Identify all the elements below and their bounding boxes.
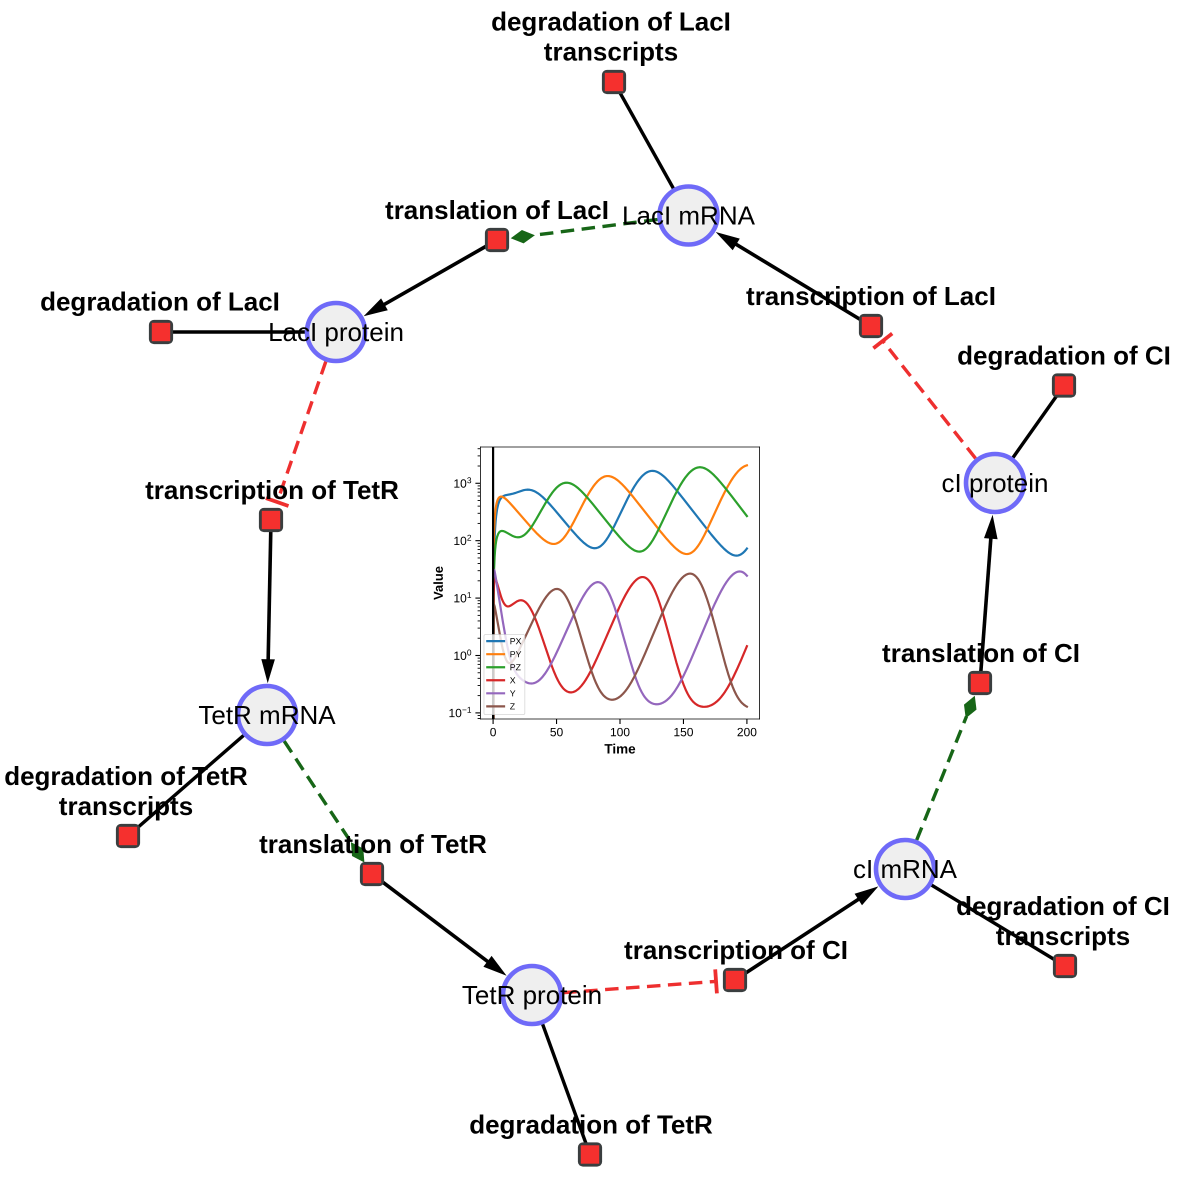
svg-text:translation of LacI: translation of LacI <box>385 195 609 225</box>
svg-text:degradation of TetR: degradation of TetR <box>4 761 248 791</box>
svg-text:cI mRNA: cI mRNA <box>853 854 958 884</box>
svg-text:transcription of CI: transcription of CI <box>624 935 848 965</box>
svg-text:translation of CI: translation of CI <box>882 638 1080 668</box>
svg-text:translation of TetR: translation of TetR <box>259 829 487 859</box>
svg-text:transcripts: transcripts <box>996 921 1130 951</box>
svg-text:transcription of TetR: transcription of TetR <box>145 475 399 505</box>
svg-text:TetR protein: TetR protein <box>462 980 602 1010</box>
svg-text:LacI mRNA: LacI mRNA <box>622 201 756 231</box>
svg-text:TetR mRNA: TetR mRNA <box>198 700 336 730</box>
svg-text:degradation of CI: degradation of CI <box>956 891 1170 921</box>
svg-text:transcripts: transcripts <box>544 37 678 67</box>
svg-text:LacI protein: LacI protein <box>268 317 404 347</box>
svg-text:degradation of TetR: degradation of TetR <box>469 1110 713 1140</box>
svg-text:transcription of LacI: transcription of LacI <box>746 281 996 311</box>
svg-text:degradation of LacI: degradation of LacI <box>40 287 280 317</box>
svg-text:degradation of CI: degradation of CI <box>957 341 1171 371</box>
svg-text:cI protein: cI protein <box>942 468 1049 498</box>
svg-text:degradation of LacI: degradation of LacI <box>491 7 731 37</box>
svg-text:transcripts: transcripts <box>59 791 193 821</box>
